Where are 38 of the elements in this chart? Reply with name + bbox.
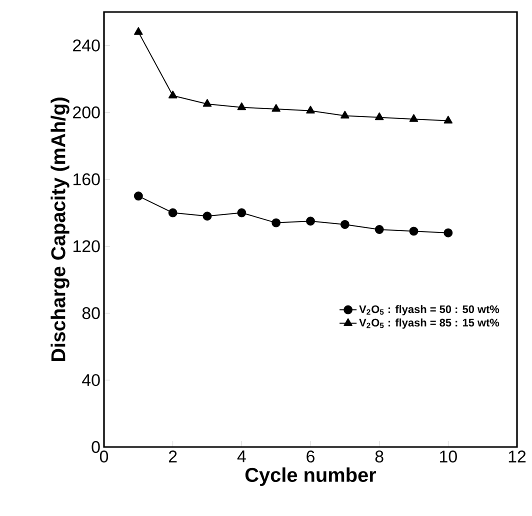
x-tick-label: 6 [306, 450, 314, 463]
point [340, 110, 350, 118]
y-tick-label: 40 [82, 374, 100, 386]
y-tick-label: 240 [73, 39, 100, 52]
point [306, 106, 315, 114]
point [134, 27, 143, 35]
point [168, 90, 178, 98]
x-tick-label: 2 [168, 450, 177, 462]
point [444, 228, 453, 238]
point [374, 112, 384, 120]
y-tick-label: 0 [92, 441, 100, 453]
point [272, 218, 281, 228]
point [237, 102, 246, 110]
y-axis-title: Discharge Capacity (mAh/g) [50, 98, 70, 362]
point [409, 226, 418, 236]
x-tick-label: 12 [508, 450, 526, 462]
y-tick-label: 120 [74, 240, 100, 252]
legend-label: V$_{2}$O$_{5}$ : flyash = 50 : 50 wt% [359, 305, 500, 316]
x-tick-label: 10 [440, 450, 457, 463]
point [374, 225, 384, 234]
point [444, 116, 453, 124]
point [272, 104, 280, 112]
point [409, 114, 418, 122]
point [340, 220, 350, 229]
point [202, 212, 212, 221]
x-axis-title: Cycle number [245, 467, 376, 486]
y-tick-label: 200 [73, 106, 100, 118]
point [134, 192, 143, 201]
point [168, 208, 178, 218]
point [202, 99, 212, 107]
point [237, 208, 246, 218]
x-tick-label: 4 [237, 450, 246, 462]
x-tick-label: 8 [375, 450, 384, 463]
y-tick-label: 160 [74, 173, 100, 186]
legend-label: V$_{2}$O$_{5}$ : flyash = 85 : 15 wt% [359, 318, 500, 329]
x-tick-label: 0 [100, 450, 108, 463]
y-tick-label: 80 [82, 307, 100, 320]
point [306, 216, 315, 226]
